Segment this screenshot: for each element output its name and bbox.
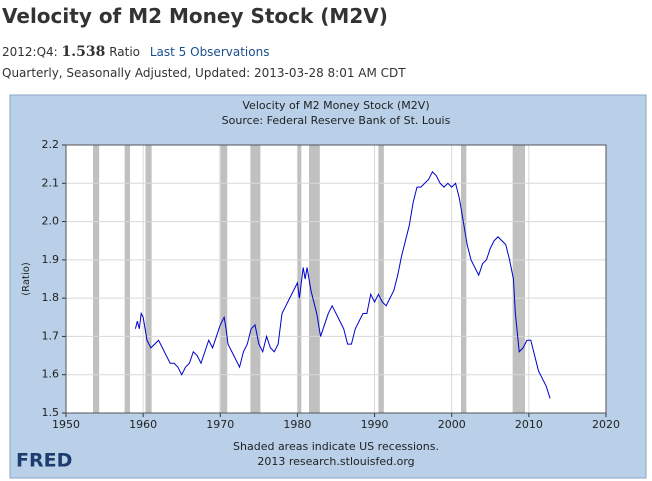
x-tick-label: 2020: [592, 418, 620, 431]
y-tick-label: 2.0: [42, 215, 60, 228]
latest-observation: 2012:Q4: 1.538 Ratio Last 5 Observations: [2, 44, 269, 60]
x-tick-label: 1990: [361, 418, 389, 431]
recession-band: [145, 145, 152, 413]
recession-band: [124, 145, 131, 413]
recession-band: [309, 145, 320, 413]
recession-band: [512, 145, 525, 413]
y-tick-label: 1.7: [42, 329, 60, 342]
y-tick-label: 2.2: [42, 138, 60, 151]
plot-border: [65, 144, 607, 414]
y-tick-label: 1.8: [42, 291, 60, 304]
series-meta: Quarterly, Seasonally Adjusted, Updated:…: [2, 66, 406, 80]
unit: Ratio: [109, 45, 141, 59]
recession-band: [250, 145, 261, 413]
y-axis-label: (Ratio): [21, 262, 32, 296]
recession-band: [219, 145, 228, 413]
x-tick-label: 1980: [283, 418, 311, 431]
x-tick-label: 1950: [52, 418, 80, 431]
recession-band: [93, 145, 100, 413]
page-title: Velocity of M2 Money Stock (M2V): [2, 4, 388, 28]
x-tick-label: 2010: [515, 418, 543, 431]
observations-link[interactable]: Last 5 Observations: [149, 45, 270, 59]
y-tick-label: 1.5: [42, 406, 60, 419]
x-tick-label: 2000: [438, 418, 466, 431]
latest-value: 1.538: [61, 44, 106, 60]
fred-logo: FRED: [16, 450, 72, 472]
y-tick-label: 1.9: [42, 253, 60, 266]
recession-note: Shaded areas indicate US recessions.: [233, 440, 439, 453]
recession-band: [378, 145, 384, 413]
y-tick-label: 2.1: [42, 176, 60, 189]
recession-band: [460, 145, 467, 413]
x-tick-label: 1960: [129, 418, 157, 431]
source-note: 2013 research.stlouisfed.org: [257, 455, 414, 468]
chart-title: Velocity of M2 Money Stock (M2V): [242, 99, 429, 112]
chart-subtitle: Source: Federal Reserve Bank of St. Loui…: [222, 114, 451, 127]
y-tick-label: 1.6: [42, 368, 60, 381]
x-tick-label: 1970: [206, 418, 234, 431]
recession-band: [297, 145, 302, 413]
period: 2012:Q4:: [2, 45, 58, 59]
series-line: [134, 170, 551, 399]
